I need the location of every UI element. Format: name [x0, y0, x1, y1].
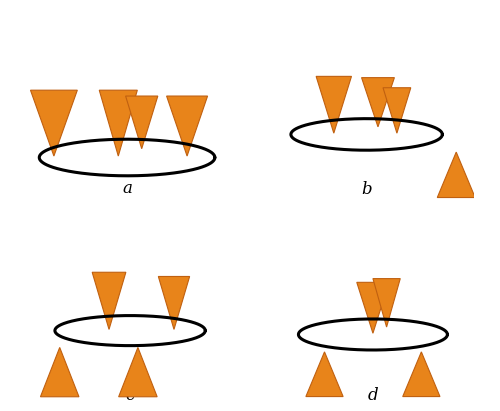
Polygon shape	[402, 352, 440, 397]
Text: b: b	[362, 182, 372, 199]
Polygon shape	[158, 277, 190, 329]
Text: d: d	[368, 387, 378, 404]
Polygon shape	[92, 272, 126, 329]
Polygon shape	[40, 347, 79, 397]
Polygon shape	[373, 279, 400, 327]
Polygon shape	[438, 152, 475, 198]
Polygon shape	[126, 96, 158, 149]
Polygon shape	[30, 90, 78, 156]
Polygon shape	[316, 76, 352, 133]
Polygon shape	[306, 352, 343, 397]
Polygon shape	[100, 90, 138, 156]
Text: c: c	[126, 387, 134, 404]
Polygon shape	[357, 282, 389, 333]
Polygon shape	[362, 78, 394, 127]
Polygon shape	[383, 88, 411, 133]
Text: a: a	[122, 180, 132, 197]
Polygon shape	[166, 96, 207, 156]
Polygon shape	[118, 347, 157, 397]
